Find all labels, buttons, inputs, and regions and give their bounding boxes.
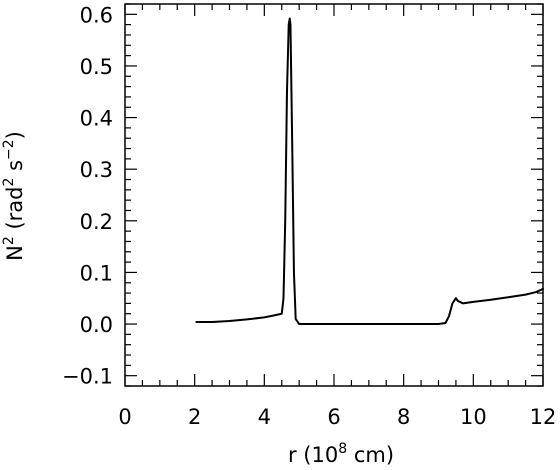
y-axis-label-exp3: −2 [1,139,17,160]
x-axis-label: r (108 cm) [288,441,394,467]
y-tick-label: 0.0 [80,313,113,337]
y-axis-label-exp1: 2 [1,236,17,245]
y-axis-label-mid: (rad [3,187,27,237]
x-tick-label: 0 [118,405,131,429]
y-tick-label: 0.6 [80,3,113,27]
y-axis-label-exp2: 2 [1,178,17,187]
tick-labels: 0 2 4 6 8 10 12 −0.1 0.0 0.1 0.2 0.3 0.4 0.5 0.6 [62,3,556,429]
x-axis-label-exponent: 8 [338,441,347,457]
series-line [195,17,544,326]
x-axis-label-tail: cm) [347,443,394,467]
x-axis-label-main: r (10 [288,443,338,467]
y-axis-label-main: N [3,245,27,261]
y-axis-label-mid2: s [3,160,27,178]
y-tick-label: −0.1 [62,365,113,389]
y-axis-label: N2 (rad2 s−2) [1,131,27,261]
y-tick-label: 0.2 [80,210,113,234]
x-tick-label: 4 [258,405,271,429]
y-tick-label: 0.4 [80,107,113,131]
plot-frame [124,3,544,387]
ticks [124,3,544,387]
x-tick-label: 8 [397,405,410,429]
x-tick-label: 12 [530,405,557,429]
y-axis-label-tail: ) [3,131,27,139]
y-tick-label: 0.5 [80,55,113,79]
x-tick-label: 10 [460,405,487,429]
y-tick-label: 0.1 [80,261,113,285]
x-tick-label: 6 [327,405,340,429]
y-tick-label: 0.3 [80,158,113,182]
x-tick-label: 2 [188,405,201,429]
